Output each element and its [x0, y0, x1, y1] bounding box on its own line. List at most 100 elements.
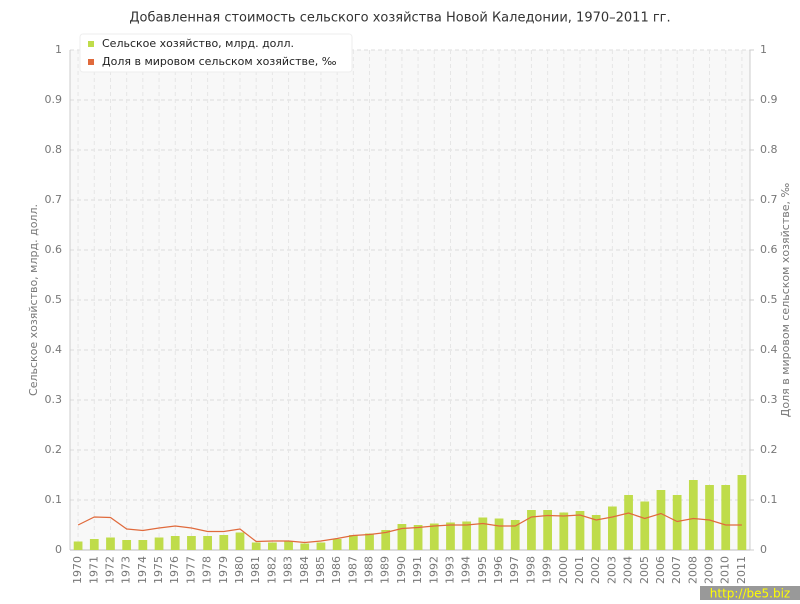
bar — [300, 543, 310, 550]
bar — [559, 512, 569, 550]
x-tick-label: 1997 — [508, 556, 521, 584]
bar — [138, 540, 148, 550]
x-tick-label: 1998 — [524, 556, 537, 584]
y2-tick-label: 0.9 — [760, 93, 778, 106]
bar — [608, 506, 617, 550]
x-tick-label: 1983 — [282, 556, 295, 584]
bar — [251, 542, 261, 550]
y-tick-label: 0.9 — [45, 93, 63, 106]
bar — [381, 530, 391, 550]
y-tick-label: 0 — [55, 543, 62, 556]
y2-tick-label: 0.8 — [760, 143, 778, 156]
y-tick-label: 0.4 — [45, 343, 63, 356]
x-tick-label: 2001 — [573, 556, 586, 584]
legend-label: Доля в мировом сельском хозяйстве, ‰ — [102, 55, 337, 68]
y2-tick-label: 0 — [760, 543, 767, 556]
x-tick-label: 1985 — [314, 556, 327, 584]
x-tick-label: 1972 — [103, 556, 116, 584]
x-tick-label: 1993 — [443, 556, 456, 584]
y-tick-label: 0.8 — [45, 143, 63, 156]
legend-box — [79, 33, 353, 73]
bar — [510, 520, 520, 550]
x-tick-label: 1980 — [233, 556, 246, 584]
bar — [154, 537, 164, 550]
bar — [462, 521, 472, 550]
bar — [721, 485, 731, 550]
bar — [413, 525, 423, 550]
x-tick-label: 1981 — [249, 556, 262, 584]
bar — [268, 542, 277, 550]
bar — [284, 541, 293, 550]
watermark-bg — [700, 586, 800, 600]
legend-swatch — [88, 59, 94, 65]
x-tick-label: 2002 — [589, 556, 602, 584]
x-tick-label: 1986 — [330, 556, 343, 584]
x-tick-label: 1982 — [265, 556, 278, 584]
bar — [235, 532, 245, 550]
x-tick-label: 1973 — [120, 556, 133, 584]
x-tick-label: 1974 — [136, 556, 149, 584]
x-tick-label: 2007 — [670, 556, 683, 584]
bar — [170, 536, 180, 550]
bar — [348, 535, 358, 550]
bar — [73, 541, 83, 550]
x-tick-label: 1970 — [71, 556, 84, 584]
bar — [89, 539, 99, 550]
y-tick-label: 0.7 — [45, 193, 63, 206]
bar — [397, 524, 407, 550]
y2-tick-label: 0.3 — [760, 393, 778, 406]
bar — [640, 501, 650, 550]
y2-tick-label: 0.7 — [760, 193, 778, 206]
bar — [316, 542, 326, 550]
x-tick-label: 2010 — [719, 556, 732, 584]
bar — [446, 522, 455, 550]
x-tick-label: 2008 — [686, 556, 699, 584]
bar — [429, 523, 439, 550]
y-tick-label: 0.2 — [45, 443, 63, 456]
x-tick-label: 1987 — [346, 556, 359, 584]
x-tick-label: 1992 — [427, 556, 440, 584]
legend-swatch — [88, 41, 94, 47]
x-tick-label: 1978 — [201, 556, 214, 584]
bar — [219, 535, 229, 550]
bar — [591, 515, 601, 550]
x-tick-label: 1988 — [363, 556, 376, 584]
x-tick-label: 1975 — [152, 556, 165, 584]
bar — [203, 536, 212, 550]
x-tick-label: 2006 — [654, 556, 667, 584]
legend-label: Сельское хозяйство, млрд. долл. — [102, 37, 294, 50]
y2-tick-label: 0.4 — [760, 343, 778, 356]
bar — [656, 490, 666, 550]
bar — [705, 485, 714, 550]
y2-tick-label: 0.5 — [760, 293, 778, 306]
y-tick-label: 1 — [55, 43, 62, 56]
bar — [187, 536, 196, 550]
y-tick-label: 0.1 — [45, 493, 63, 506]
bar — [624, 495, 633, 550]
bar — [122, 540, 132, 550]
x-tick-label: 2000 — [557, 556, 570, 584]
x-tick-label: 1995 — [476, 556, 489, 584]
bar — [365, 533, 374, 550]
x-tick-label: 1976 — [168, 556, 181, 584]
x-tick-label: 1984 — [298, 556, 311, 584]
y2-axis-label: Доля в мировом сельском хозяйстве, ‰ — [779, 183, 792, 418]
x-tick-label: 2005 — [638, 556, 651, 584]
bar — [527, 510, 536, 550]
bar — [575, 511, 585, 550]
x-tick-label: 1991 — [411, 556, 424, 584]
x-tick-label: 1994 — [460, 556, 473, 584]
x-tick-label: 1996 — [492, 556, 505, 584]
y-tick-label: 0.3 — [45, 393, 63, 406]
y-tick-label: 0.6 — [45, 243, 63, 256]
x-tick-label: 2011 — [735, 556, 748, 584]
x-tick-label: 1990 — [395, 556, 408, 584]
y2-tick-label: 1 — [760, 43, 767, 56]
bar — [332, 539, 342, 550]
x-tick-label: 1977 — [184, 556, 197, 584]
bar — [672, 495, 682, 550]
bar — [688, 480, 698, 550]
bar — [106, 537, 115, 550]
